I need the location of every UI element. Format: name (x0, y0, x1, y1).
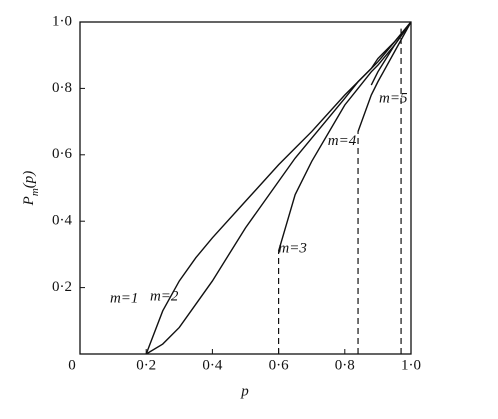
curve (357, 21, 412, 132)
x-tick-label: 0·2 (136, 357, 156, 373)
curve-label: m=5 (379, 91, 408, 107)
y-tick-label: 1·0 (52, 13, 72, 29)
y-label-main: P (21, 196, 37, 206)
curve-label: m=1 (110, 290, 138, 306)
x-tick-label: 0·6 (269, 357, 289, 373)
curve (145, 21, 412, 355)
y-label-sub: m (29, 188, 41, 196)
plot-frame (79, 21, 412, 355)
curve-label: m=4 (328, 133, 357, 149)
curve-label: m=3 (278, 241, 306, 257)
curve (277, 21, 412, 252)
y-tick-label: 0·4 (52, 213, 72, 229)
x-tick-label: 0·4 (202, 357, 222, 373)
x-tick-label: 0·8 (335, 357, 355, 373)
curve (145, 21, 412, 355)
y-tick-label: 0·6 (52, 146, 72, 162)
x-tick-label: 0 (68, 357, 76, 373)
curve-label: m=2 (150, 288, 179, 304)
x-tick-label: 1·0 (401, 357, 421, 373)
y-tick-label: 0·2 (52, 279, 72, 295)
y-label-tail: (p) (21, 171, 37, 189)
x-axis-label: p (240, 383, 249, 399)
y-axis-label: Pm(p) (21, 171, 40, 207)
y-tick-label: 0·8 (52, 80, 72, 96)
curve (370, 21, 412, 86)
